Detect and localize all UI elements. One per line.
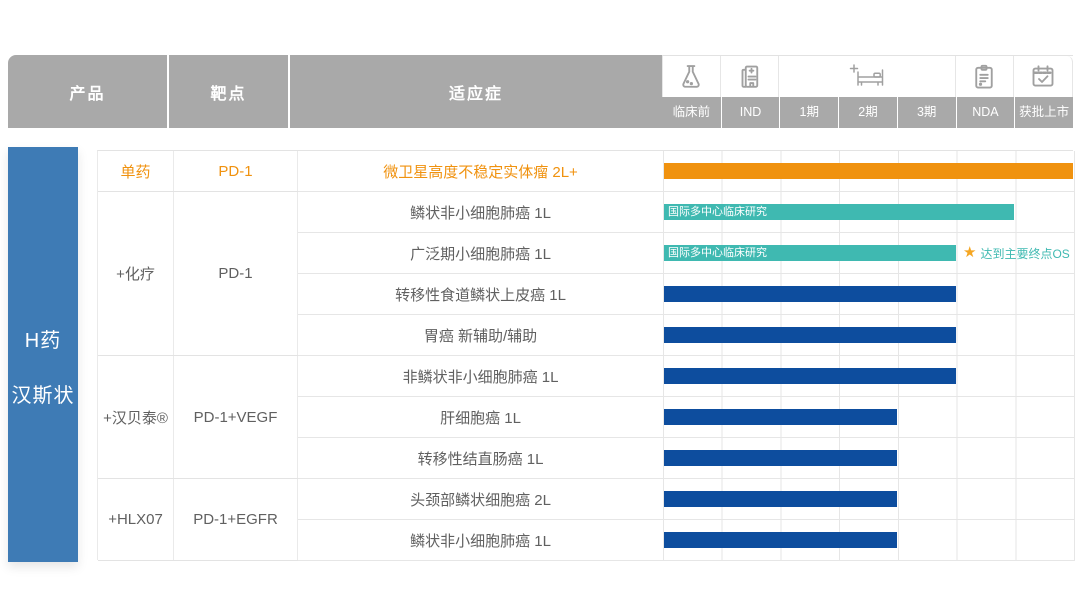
stage-label-preclinical: 临床前 bbox=[662, 97, 721, 128]
stage-label-row: 临床前 IND 1期 2期 3期 NDA 获批上市 bbox=[662, 97, 1073, 128]
indication-label: 头颈部鳞状细胞癌 2L bbox=[410, 491, 551, 509]
nda-clipboard-icon bbox=[956, 56, 1015, 97]
indication-label: 肝细胞癌 1L bbox=[440, 409, 521, 427]
group-target-label: PD-1 bbox=[174, 192, 298, 355]
stage-label-nda: NDA bbox=[955, 97, 1015, 128]
table-row: 鳞状非小细胞肺癌 1L 国际多中心临床研究 bbox=[298, 192, 1074, 233]
pipeline-bar bbox=[664, 532, 897, 548]
stage-label-phase1: 1期 bbox=[779, 97, 839, 128]
flask-icon bbox=[662, 56, 721, 97]
header-product: 产品 bbox=[69, 85, 106, 103]
group-target-label: PD-1+EGFR bbox=[174, 479, 298, 560]
stage-label-approved: 获批上市 bbox=[1014, 97, 1073, 128]
indication-label: 转移性食道鳞状上皮癌 1L bbox=[395, 286, 566, 304]
pipeline-bar bbox=[664, 327, 956, 343]
stage-icon-row bbox=[662, 55, 1073, 97]
indication-label: 非鳞状非小细胞肺癌 1L bbox=[402, 368, 559, 386]
indication-label: 鳞状非小细胞肺癌 1L bbox=[410, 532, 551, 550]
indication-label: 广泛期小细胞肺癌 1L bbox=[410, 245, 551, 263]
table-row: 广泛期小细胞肺癌 1L 国际多中心临床研究 ★ 达到主要终点OS bbox=[298, 233, 1074, 274]
group-hlx07: +HLX07 PD-1+EGFR bbox=[98, 479, 298, 561]
stage-label-phase2: 2期 bbox=[838, 97, 897, 128]
table-row: 肝细胞癌 1L bbox=[298, 397, 1074, 438]
stage-label-phase3: 3期 bbox=[896, 97, 956, 128]
group-target-label: PD-1+VEGF bbox=[174, 356, 298, 478]
table-header: 产品 靶点 适应症 bbox=[8, 55, 662, 128]
group-product-label: +HLX07 bbox=[98, 479, 174, 560]
stage-header: 临床前 IND 1期 2期 3期 NDA 获批上市 bbox=[662, 55, 1073, 128]
pipeline-bar bbox=[664, 163, 1073, 179]
pipeline-bar bbox=[664, 409, 897, 425]
table-row: 胃癌 新辅助/辅助 bbox=[298, 315, 1074, 356]
milestone-text: 达到主要终点OS bbox=[980, 246, 1070, 261]
bar-label: 国际多中心临床研究 bbox=[668, 247, 767, 259]
group-chemo: +化疗 PD-1 bbox=[98, 192, 298, 356]
pipeline-bar: 国际多中心临床研究 bbox=[664, 245, 956, 261]
indication-label: 微卫星高度不稳定实体瘤 2L+ bbox=[383, 163, 578, 181]
table-row: 转移性食道鳞状上皮癌 1L bbox=[298, 274, 1074, 315]
table-row: 微卫星高度不稳定实体瘤 2L+ bbox=[298, 151, 1074, 192]
group-monotherapy: 单药 PD-1 bbox=[98, 151, 298, 192]
hospital-bed-icon bbox=[779, 56, 956, 97]
table-row: 头颈部鳞状细胞癌 2L bbox=[298, 479, 1074, 520]
pipeline-bar bbox=[664, 450, 897, 466]
bar-label: 国际多中心临床研究 bbox=[668, 206, 767, 218]
pipeline-table: 单药 PD-1 +化疗 PD-1 +汉贝泰® PD-1+VEGF +HLX07 … bbox=[97, 150, 1075, 561]
pipeline-rows: 微卫星高度不稳定实体瘤 2L+ 鳞状非小细胞肺癌 1L 国际多中心临床研究 广泛… bbox=[298, 151, 1075, 561]
star-icon: ★ bbox=[963, 244, 977, 261]
indication-label: 胃癌 新辅助/辅助 bbox=[423, 327, 538, 345]
milestone-annotation: ★ 达到主要终点OS bbox=[963, 245, 1070, 261]
header-target: 靶点 bbox=[167, 55, 288, 128]
approved-calendar-icon bbox=[1014, 56, 1073, 97]
product-name-line2: 汉斯状 bbox=[11, 384, 75, 407]
group-target-label: PD-1 bbox=[174, 151, 298, 191]
group-product-label: +化疗 bbox=[98, 192, 174, 355]
stage-label-ind: IND bbox=[720, 97, 780, 128]
product-sidebar: H药 汉斯状 bbox=[8, 147, 78, 562]
indication-label: 鳞状非小细胞肺癌 1L bbox=[410, 204, 551, 222]
header-indication: 适应症 bbox=[288, 55, 662, 128]
pipeline-bar bbox=[664, 368, 956, 384]
product-name-line1: H药 bbox=[24, 329, 62, 352]
pipeline-bar: 国际多中心临床研究 bbox=[664, 204, 1015, 220]
group-product-label: +汉贝泰® bbox=[98, 356, 174, 478]
table-row: 鳞状非小细胞肺癌 1L bbox=[298, 520, 1074, 561]
group-product-label: 单药 bbox=[98, 151, 174, 191]
group-column: 单药 PD-1 +化疗 PD-1 +汉贝泰® PD-1+VEGF +HLX07 … bbox=[98, 151, 298, 561]
group-hanbeitai: +汉贝泰® PD-1+VEGF bbox=[98, 356, 298, 479]
table-row: 非鳞状非小细胞肺癌 1L bbox=[298, 356, 1074, 397]
ind-building-icon bbox=[721, 56, 780, 97]
pipeline-bar bbox=[664, 286, 956, 302]
indication-label: 转移性结直肠癌 1L bbox=[417, 450, 544, 468]
pipeline-bar bbox=[664, 491, 897, 507]
table-row: 转移性结直肠癌 1L bbox=[298, 438, 1074, 479]
